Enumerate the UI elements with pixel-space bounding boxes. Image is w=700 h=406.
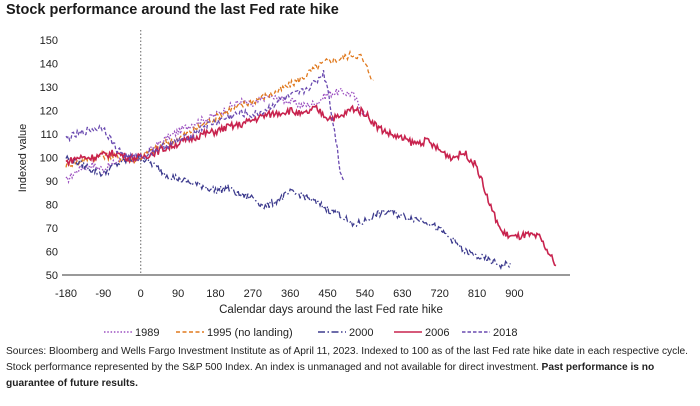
line-chart: 50 60 70 80 90 100 110 120 130 140 150 -180 -90 0 90 1… xyxy=(17,30,570,339)
y-axis-label: Indexed value xyxy=(17,124,29,193)
source-note: Sources: Bloomberg and Wells Fargo Inves… xyxy=(6,344,694,392)
x-tick-label: 270 xyxy=(244,288,262,300)
y-tick-label: 150 xyxy=(40,35,58,47)
x-tick-label: 0 xyxy=(138,288,144,300)
x-axis-label: Calendar days around the last Fed rate h… xyxy=(219,304,443,316)
x-tick-label: 450 xyxy=(318,288,336,300)
x-tick-label: 630 xyxy=(393,288,411,300)
x-tick-label: -90 xyxy=(95,288,111,300)
x-tick-label: 810 xyxy=(468,288,486,300)
series-line-2000 xyxy=(65,154,511,270)
legend-label: 1995 (no landing) xyxy=(207,327,293,339)
x-tick-label: 540 xyxy=(356,288,374,300)
chart-title: Stock performance around the last Fed ra… xyxy=(6,2,339,18)
y-tick-label: 50 xyxy=(46,270,58,282)
x-tick-label: 900 xyxy=(505,288,523,300)
source-text: Sources: Bloomberg and Wells Fargo Inves… xyxy=(6,346,688,373)
x-tick-label: -180 xyxy=(55,288,77,300)
y-tick-label: 120 xyxy=(40,106,58,118)
series-line-1989 xyxy=(65,87,366,185)
series-line-2018 xyxy=(65,69,345,182)
series-line-2006 xyxy=(65,104,557,267)
y-tick-label: 140 xyxy=(40,59,58,71)
legend-label: 2000 xyxy=(349,327,373,339)
y-tick-label: 80 xyxy=(46,200,58,212)
x-tick-label: 90 xyxy=(172,288,184,300)
legend-label: 1989 xyxy=(135,327,159,339)
legend-label: 2018 xyxy=(493,327,517,339)
x-tick-label: 360 xyxy=(281,288,299,300)
x-axis: -180 -90 0 90 180 270 360 450 540 630 720 810 900 xyxy=(55,288,524,300)
series-lines xyxy=(65,49,557,270)
y-tick-label: 60 xyxy=(46,247,58,259)
series-line-1995 xyxy=(65,49,374,169)
y-tick-label: 70 xyxy=(46,223,58,235)
x-tick-label: 720 xyxy=(431,288,449,300)
y-tick-label: 130 xyxy=(40,82,58,94)
x-tick-label: 180 xyxy=(206,288,224,300)
y-tick-label: 90 xyxy=(46,176,58,188)
y-axis: 50 60 70 80 90 100 110 120 130 140 150 xyxy=(40,35,58,282)
disclaimer-text: Past performance is no guarantee of futu… xyxy=(6,362,655,389)
y-tick-label: 110 xyxy=(40,129,58,141)
y-tick-label: 100 xyxy=(40,153,58,165)
legend: 1989 1995 (no landing) 2000 2006 2018 xyxy=(104,327,517,339)
legend-label: 2006 xyxy=(425,327,449,339)
